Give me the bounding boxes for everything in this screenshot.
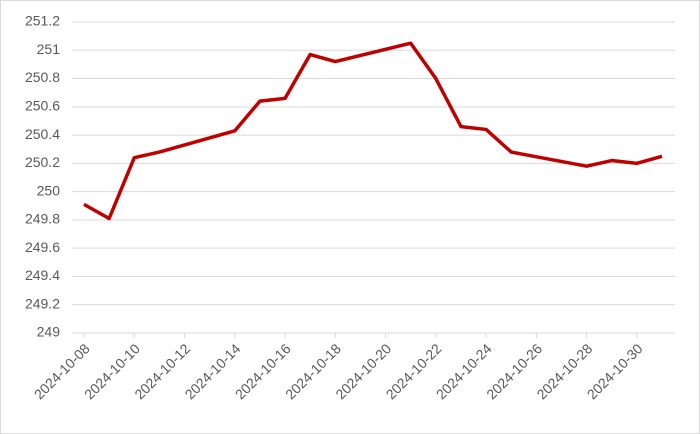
y-tick-label: 250 [37, 182, 61, 198]
y-tick-label: 249.4 [25, 267, 60, 283]
y-tick-label: 251.2 [25, 13, 60, 29]
y-tick-label: 249.6 [25, 239, 60, 255]
y-tick-label: 249.8 [25, 211, 60, 227]
y-tick-label: 250.6 [25, 98, 60, 114]
y-tick-label: 250.2 [25, 154, 60, 170]
y-tick-label: 250.4 [25, 126, 60, 142]
y-tick-label: 249.2 [25, 295, 60, 311]
y-tick-label: 249 [37, 324, 61, 340]
y-tick-label: 251 [37, 41, 61, 57]
y-tick-label: 250.8 [25, 69, 60, 85]
data-line [83, 41, 663, 221]
